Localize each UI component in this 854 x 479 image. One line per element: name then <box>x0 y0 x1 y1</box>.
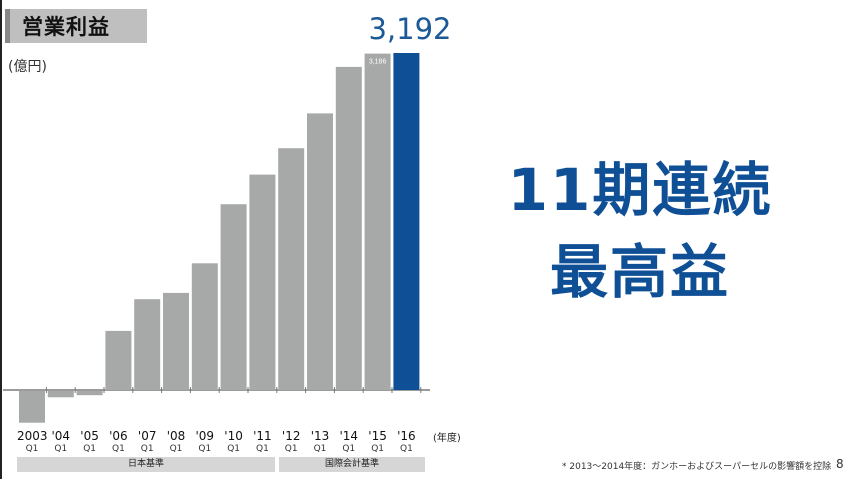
bar-1 <box>47 391 74 398</box>
unit-label: (億円) <box>8 59 47 75</box>
bar-7 <box>220 204 247 390</box>
x-tick-quarter-3: Q1 <box>111 444 125 454</box>
x-tick-year-0: 2003 <box>17 429 48 443</box>
x-tick-year-11: '14 <box>339 429 359 443</box>
x-tick-quarter-4: Q1 <box>140 444 154 454</box>
x-tick-quarter-5: Q1 <box>169 444 183 454</box>
x-tick-year-5: '08 <box>166 429 186 443</box>
x-tick-year-9: '12 <box>281 429 301 443</box>
bar-3 <box>105 330 132 390</box>
x-tick-quarter-6: Q1 <box>198 444 212 454</box>
bar-10 <box>307 113 333 391</box>
bar-0 <box>19 391 45 423</box>
footnote: * 2013〜2014年度：ガンホーおよびスーパーセルの影響額を控除 <box>562 462 832 472</box>
bar-11 <box>335 66 362 391</box>
x-tick-quarter-2: Q1 <box>83 444 96 454</box>
message-record-profit: 最高益 <box>549 238 730 306</box>
bar-6 <box>191 263 218 390</box>
x-tick-year-8: '11 <box>253 429 272 443</box>
x-tick-year-13: '16 <box>397 429 416 443</box>
bar-data-label-12: 3,186 <box>369 59 387 66</box>
x-tick-year-3: '06 <box>109 429 128 443</box>
x-tick-year-1: '04 <box>51 429 71 443</box>
title-box: 営業利益 <box>5 9 147 43</box>
standard-band-jgaap: 日本基準 <box>17 457 275 472</box>
x-tick-year-10: '13 <box>310 429 330 443</box>
x-tick-year-4: '07 <box>137 429 157 443</box>
x-tick-quarter-0: Q1 <box>25 444 39 454</box>
x-tick-year-2: '05 <box>80 429 99 443</box>
standard-band-ifrs: 国際会計基準 <box>279 457 425 472</box>
bar-2 <box>76 391 103 396</box>
page-number: 8 <box>836 457 844 471</box>
bar-13 <box>393 53 420 390</box>
x-axis-unit: (年度) <box>433 433 461 444</box>
x-tick-year-12: '15 <box>368 429 387 443</box>
bar-8 <box>249 174 276 390</box>
x-tick-quarter-11: Q1 <box>342 444 356 454</box>
slide-title: 営業利益 <box>22 15 110 39</box>
x-tick-quarter-9: Q1 <box>284 444 298 454</box>
bar-9 <box>278 148 305 390</box>
x-tick-quarter-8: Q1 <box>255 444 269 454</box>
message-consecutive-periods: 11期連続 <box>507 156 773 224</box>
bar-4 <box>134 299 161 390</box>
left-edge-rule <box>0 0 2 479</box>
bar-12 <box>364 53 391 390</box>
x-tick-quarter-13: Q1 <box>399 444 413 454</box>
x-tick-quarter-7: Q1 <box>227 444 240 454</box>
x-tick-year-7: '10 <box>224 429 243 443</box>
x-tick-quarter-12: Q1 <box>371 444 384 454</box>
headline-value: 3,192 <box>368 12 452 46</box>
x-tick-quarter-10: Q1 <box>313 444 327 454</box>
bar-5 <box>163 292 189 390</box>
x-tick-quarter-1: Q1 <box>54 444 68 454</box>
x-tick-year-6: '09 <box>195 429 215 443</box>
